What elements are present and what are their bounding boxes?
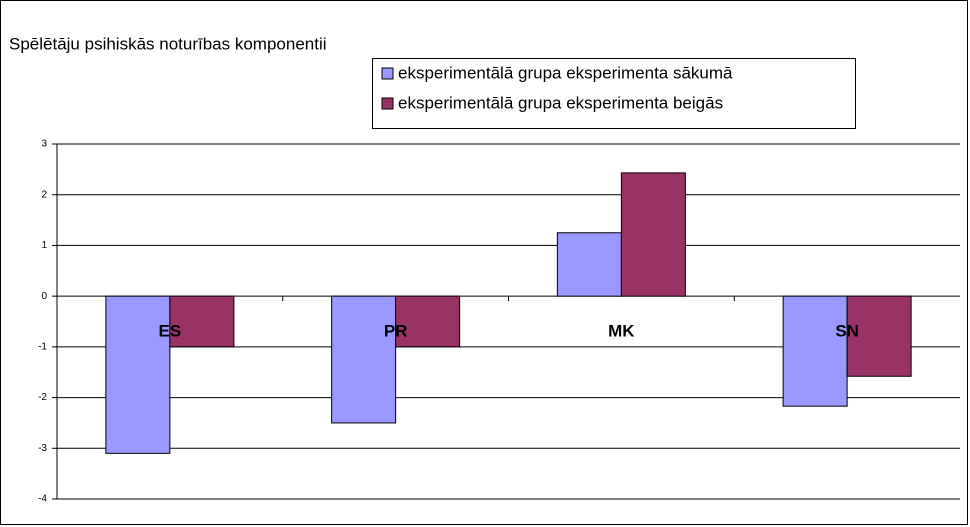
legend-label: eksperimentālā grupa eksperimenta beigās [398, 93, 723, 112]
bar [556, 232, 622, 297]
y-tick-label: -2 [38, 392, 47, 403]
bar [331, 295, 397, 424]
x-tick-label: MK [608, 322, 635, 341]
y-tick-label: -4 [38, 494, 47, 505]
y-tick-label: -3 [38, 443, 47, 454]
y-tick-label: 0 [41, 291, 47, 302]
bar [846, 295, 912, 377]
legend-swatch [381, 97, 394, 110]
y-tick-label: 1 [41, 240, 47, 251]
bar [620, 172, 686, 297]
y-tick-label: 3 [41, 139, 47, 150]
x-tick-label: ES [159, 322, 182, 341]
y-tick-label: -1 [38, 341, 47, 352]
x-tick-label: PR [384, 322, 408, 341]
bar [395, 295, 461, 348]
bar [169, 295, 235, 348]
x-tick-label: SN [835, 322, 859, 341]
bar [105, 295, 171, 454]
y-tick-label: 2 [41, 189, 47, 200]
legend-label: eksperimentālā grupa eksperimenta sākumā [398, 63, 733, 82]
legend-swatch [381, 67, 394, 80]
chart-title: Spēlētāju psihiskās noturības komponenti… [9, 34, 327, 53]
legend-box [372, 58, 856, 129]
bar [782, 295, 848, 407]
